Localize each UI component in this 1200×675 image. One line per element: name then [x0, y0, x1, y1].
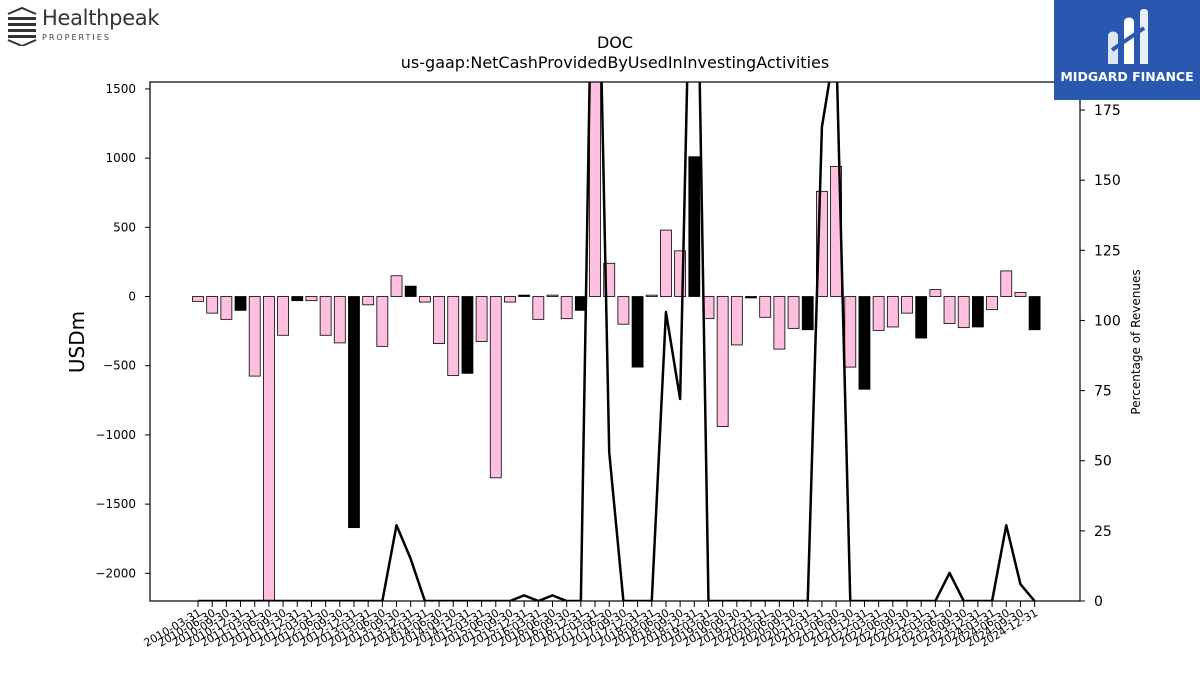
bar-quarterly — [929, 289, 942, 297]
bar-annual — [972, 296, 984, 328]
bar-annual — [461, 296, 474, 374]
healthpeak-stack-icon — [7, 6, 37, 48]
healthpeak-logo: Healthpeak PROPERTIES — [6, 6, 166, 48]
bar-annual — [1028, 296, 1041, 331]
bar-annual — [688, 156, 701, 297]
bar-quarterly — [886, 296, 899, 328]
bar-quarterly — [957, 296, 970, 329]
y-tick-label: 1500 — [105, 82, 136, 96]
bar-quarterly — [305, 296, 318, 302]
y-axis-label: USDm — [65, 311, 89, 373]
bar-annual — [404, 285, 417, 297]
y2-tick-label: 25 — [1094, 524, 1112, 540]
bar-quarterly — [773, 296, 786, 350]
bar-quarterly — [872, 296, 885, 331]
healthpeak-name: Healthpeak — [42, 6, 160, 30]
y-tick-label: −2000 — [95, 566, 136, 580]
bar-annual — [234, 296, 247, 311]
chart-title: DOC — [597, 33, 633, 52]
bar-quarterly — [986, 296, 998, 311]
bar-quarterly — [475, 296, 488, 342]
line-layer — [198, 82, 1036, 601]
bar-quarterly — [816, 190, 828, 297]
bar-quarterly — [730, 296, 743, 346]
bar-annual — [745, 296, 757, 299]
bar-quarterly — [660, 229, 672, 297]
bar-quarterly — [390, 275, 403, 297]
bar-quarterly — [1014, 291, 1027, 297]
bar-annual — [291, 296, 304, 302]
bar-quarterly — [716, 296, 729, 428]
y-tick-label: −1000 — [95, 428, 136, 442]
y-tick-label: −500 — [103, 359, 136, 373]
bar-annual — [915, 296, 928, 339]
axes-layer: 1500 1000 500 0 −500 −1000 −1500 −2000 0 25 50 75 10… — [95, 81, 1121, 650]
y2-axis-label: Percentage of Revenues — [1129, 269, 1143, 414]
midgard-logo: MIDGARD FINANCE — [1054, 0, 1200, 100]
bar-quarterly — [674, 250, 687, 297]
y2-tick-label: 125 — [1094, 243, 1121, 259]
y2-tick-label: 75 — [1094, 384, 1112, 400]
bar-quarterly — [504, 296, 516, 303]
bar-quarterly — [362, 296, 375, 306]
bar-quarterly — [277, 296, 289, 336]
midgard-m-icon — [1054, 0, 1200, 100]
bar-quarterly — [376, 296, 389, 347]
y-tick-label: 0 — [128, 290, 136, 304]
bar-quarterly — [603, 262, 616, 297]
plot-frame — [149, 81, 1081, 602]
bar-quarterly — [418, 296, 431, 303]
bar-quarterly — [1000, 270, 1013, 297]
bar-quarterly — [943, 296, 956, 324]
bar-quarterly — [589, 82, 601, 297]
bar-quarterly — [333, 296, 346, 344]
bar-annual — [858, 296, 871, 390]
midgard-name: MIDGARD FINANCE — [1060, 69, 1194, 84]
bar-quarterly — [192, 296, 204, 302]
y2-tick-label: 50 — [1094, 454, 1112, 470]
bar-quarterly — [433, 296, 445, 344]
bar-quarterly — [447, 296, 460, 376]
bar-quarterly — [645, 294, 658, 297]
bar-quarterly — [220, 296, 233, 320]
bar-quarterly — [787, 296, 800, 329]
bar-annual — [518, 294, 531, 297]
bar-quarterly — [901, 296, 913, 314]
y2-tick-label: 100 — [1094, 313, 1121, 329]
bar-quarterly — [844, 296, 857, 368]
y2-tick-label: 150 — [1094, 173, 1121, 189]
y2-tick-label: 0 — [1094, 594, 1103, 610]
bar-annual — [348, 296, 360, 529]
y-tick-label: 500 — [113, 220, 136, 234]
bar-annual — [631, 296, 644, 368]
bar-quarterly — [560, 296, 573, 320]
y2-tick-label: 175 — [1094, 103, 1121, 119]
bar-quarterly — [248, 296, 261, 377]
bar-quarterly — [206, 296, 219, 314]
bar-quarterly — [262, 296, 275, 601]
bar-quarterly — [532, 296, 545, 320]
bar-quarterly — [489, 296, 502, 479]
bar-quarterly — [319, 296, 332, 336]
bar-quarterly — [546, 294, 559, 297]
percentage-of-revenues-line — [198, 82, 1036, 601]
y-tick-label: −1500 — [95, 497, 136, 511]
y-tick-label: 1000 — [105, 151, 136, 165]
bar-quarterly — [617, 296, 630, 325]
healthpeak-subtitle: PROPERTIES — [42, 33, 111, 42]
chart-subtitle: us-gaap:NetCashProvidedByUsedInInvesting… — [401, 53, 829, 72]
bar-quarterly — [759, 296, 772, 318]
bar-annual — [801, 296, 814, 331]
bars-layer — [192, 82, 1041, 601]
